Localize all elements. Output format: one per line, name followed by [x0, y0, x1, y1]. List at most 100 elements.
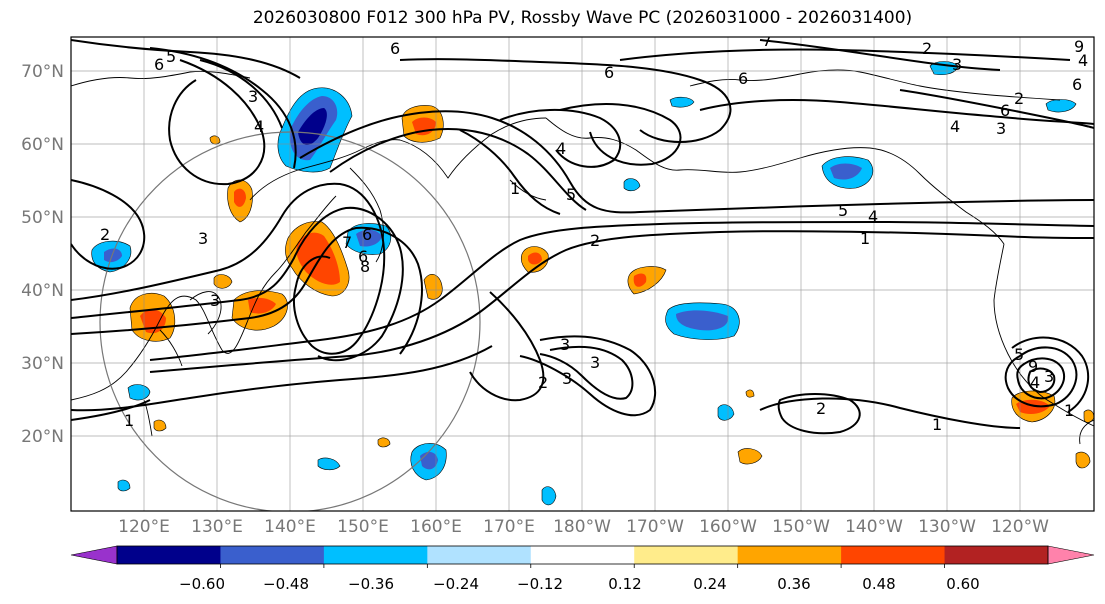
lon-label-150w: 150°W: [772, 517, 830, 537]
colorbar-segment: [323, 546, 428, 564]
map-title: 2026030800 F012 300 hPa PV, Rossby Wave …: [252, 8, 913, 28]
contour-labels: 6 5 6 7 6 2 3 9 4 6 3 4 6 3 4 4 5 5 4 1 …: [100, 31, 1088, 434]
colorbar: [70, 545, 1095, 568]
neg-anomaly-siberia-peak: [298, 108, 327, 145]
pv-contours: [71, 39, 1094, 435]
neg-anomaly-small-hawaii: [717, 404, 735, 421]
colorbar-segment: [737, 546, 842, 564]
lon-label-140w: 140°W: [845, 517, 903, 537]
colorbar-tick-label: 0.48: [862, 575, 896, 593]
lon-label-120e: 120°E: [118, 517, 170, 537]
contour-label: 3: [198, 229, 208, 248]
colorbar-segment: [427, 546, 532, 564]
neg-anomaly-taiwan: [127, 384, 151, 401]
contour-label: 4: [556, 139, 566, 158]
colorbar-tick-label: −0.48: [263, 575, 309, 593]
contour-label: 4: [950, 117, 960, 136]
neg-anomaly-bering-small: [623, 178, 641, 192]
contour-label: 2: [1014, 89, 1024, 108]
contour-label: 5: [1014, 345, 1024, 364]
colorbar-tick-label: 0.24: [693, 575, 727, 593]
contour-label: 6: [358, 247, 368, 266]
contour-label: 4: [254, 117, 264, 136]
contour-label: 6: [154, 55, 164, 74]
pos-anomaly-northeast-china-core: [234, 188, 246, 207]
neg-anomaly-small-south: [541, 486, 557, 506]
colorbar-tick-label: −0.36: [348, 575, 394, 593]
contour-label: 3: [560, 335, 570, 354]
neg-anomaly-small-scs: [117, 479, 131, 492]
colorbar-segment: [530, 546, 635, 564]
colorbar-border: [116, 545, 1049, 565]
colorbar-segment: [944, 546, 1049, 564]
lon-label-180w: 180°W: [553, 517, 611, 537]
contour-label: 3: [248, 87, 258, 106]
neg-anomaly-gulf-alaska-core: [830, 163, 862, 180]
colorbar-tick-label: 0.36: [777, 575, 811, 593]
lon-label-170w: 170°W: [626, 517, 684, 537]
lon-label-150e: 150°E: [337, 517, 389, 537]
contour-label: 5: [166, 47, 176, 66]
contour-label: 9: [1074, 37, 1084, 56]
contour-label: 3: [996, 119, 1006, 138]
contour-label: 6: [604, 63, 614, 82]
contour-label: 1: [932, 415, 942, 434]
contour-label: 7: [762, 31, 772, 50]
pv-anomaly-shading: [91, 61, 1094, 506]
contour-label: 4: [868, 207, 878, 226]
contour-label: 8: [360, 257, 370, 276]
colorbar-extend-max: [1047, 545, 1095, 565]
colorbar-tick-label: −0.60: [179, 575, 225, 593]
lon-label-170e: 170°E: [483, 517, 535, 537]
lat-label-30n: 30°N: [21, 354, 64, 374]
contour-label: 6: [1072, 75, 1082, 94]
lon-label-160e: 160°E: [410, 517, 462, 537]
pos-anomaly-small-c: [423, 274, 443, 300]
pos-anomaly-central-pacific-b-core: [633, 273, 647, 287]
contour-label: 1: [860, 229, 870, 248]
contour-label: 2: [538, 373, 548, 392]
pos-anomaly-japan-core: [248, 297, 276, 314]
lon-label-160w: 160°W: [699, 517, 757, 537]
contour-label: 1: [124, 411, 134, 430]
contour-label: 6: [390, 39, 400, 58]
lat-label-50n: 50°N: [21, 208, 64, 228]
contour-label: 2: [590, 231, 600, 250]
pos-anomaly-small-baja: [1075, 451, 1091, 469]
contour-label: 6: [1000, 101, 1010, 120]
pos-anomaly-central-pacific-a-core: [528, 252, 542, 265]
neg-anomaly-mongolia-core: [104, 248, 122, 263]
colorbar-tick-label: 0.12: [608, 575, 642, 593]
contour-label: 1: [1064, 401, 1074, 420]
neg-anomaly-small-west: [317, 457, 341, 471]
contour-label: 9: [1028, 357, 1038, 376]
contour-label: 2: [100, 225, 110, 244]
pos-anomaly-small-f: [377, 437, 391, 448]
contour-label: 1: [510, 179, 520, 198]
lat-label-70n: 70°N: [21, 62, 64, 82]
contour-label: 5: [838, 201, 848, 220]
colorbar-extend-min: [70, 545, 118, 565]
pos-anomaly-small-g: [745, 389, 755, 398]
lon-label-140e: 140°E: [264, 517, 316, 537]
colorbar-segment: [634, 546, 739, 564]
pos-anomaly-small-siberia: [209, 135, 221, 145]
contour-label: 6: [738, 69, 748, 88]
plot-area: [71, 37, 1094, 511]
contour-label: 6: [362, 225, 372, 244]
colorbar-tick-label: −0.12: [517, 575, 563, 593]
contour-label: 3: [952, 55, 962, 74]
neg-anomaly-alaska-small: [669, 96, 695, 108]
neg-anomaly-central-pacific-core: [676, 310, 729, 331]
colorbar-segment: [117, 546, 221, 564]
contour-label: 4: [1078, 51, 1088, 70]
contour-label: 3: [210, 291, 220, 310]
colorbar-segment: [841, 546, 946, 564]
contour-label: 5: [566, 185, 576, 204]
contour-label: 4: [1030, 373, 1040, 392]
contour-label: 3: [590, 353, 600, 372]
lat-label-20n: 20°N: [21, 427, 64, 447]
lon-label-120w: 120°W: [991, 517, 1049, 537]
pos-anomaly-small-philippines: [153, 419, 167, 432]
